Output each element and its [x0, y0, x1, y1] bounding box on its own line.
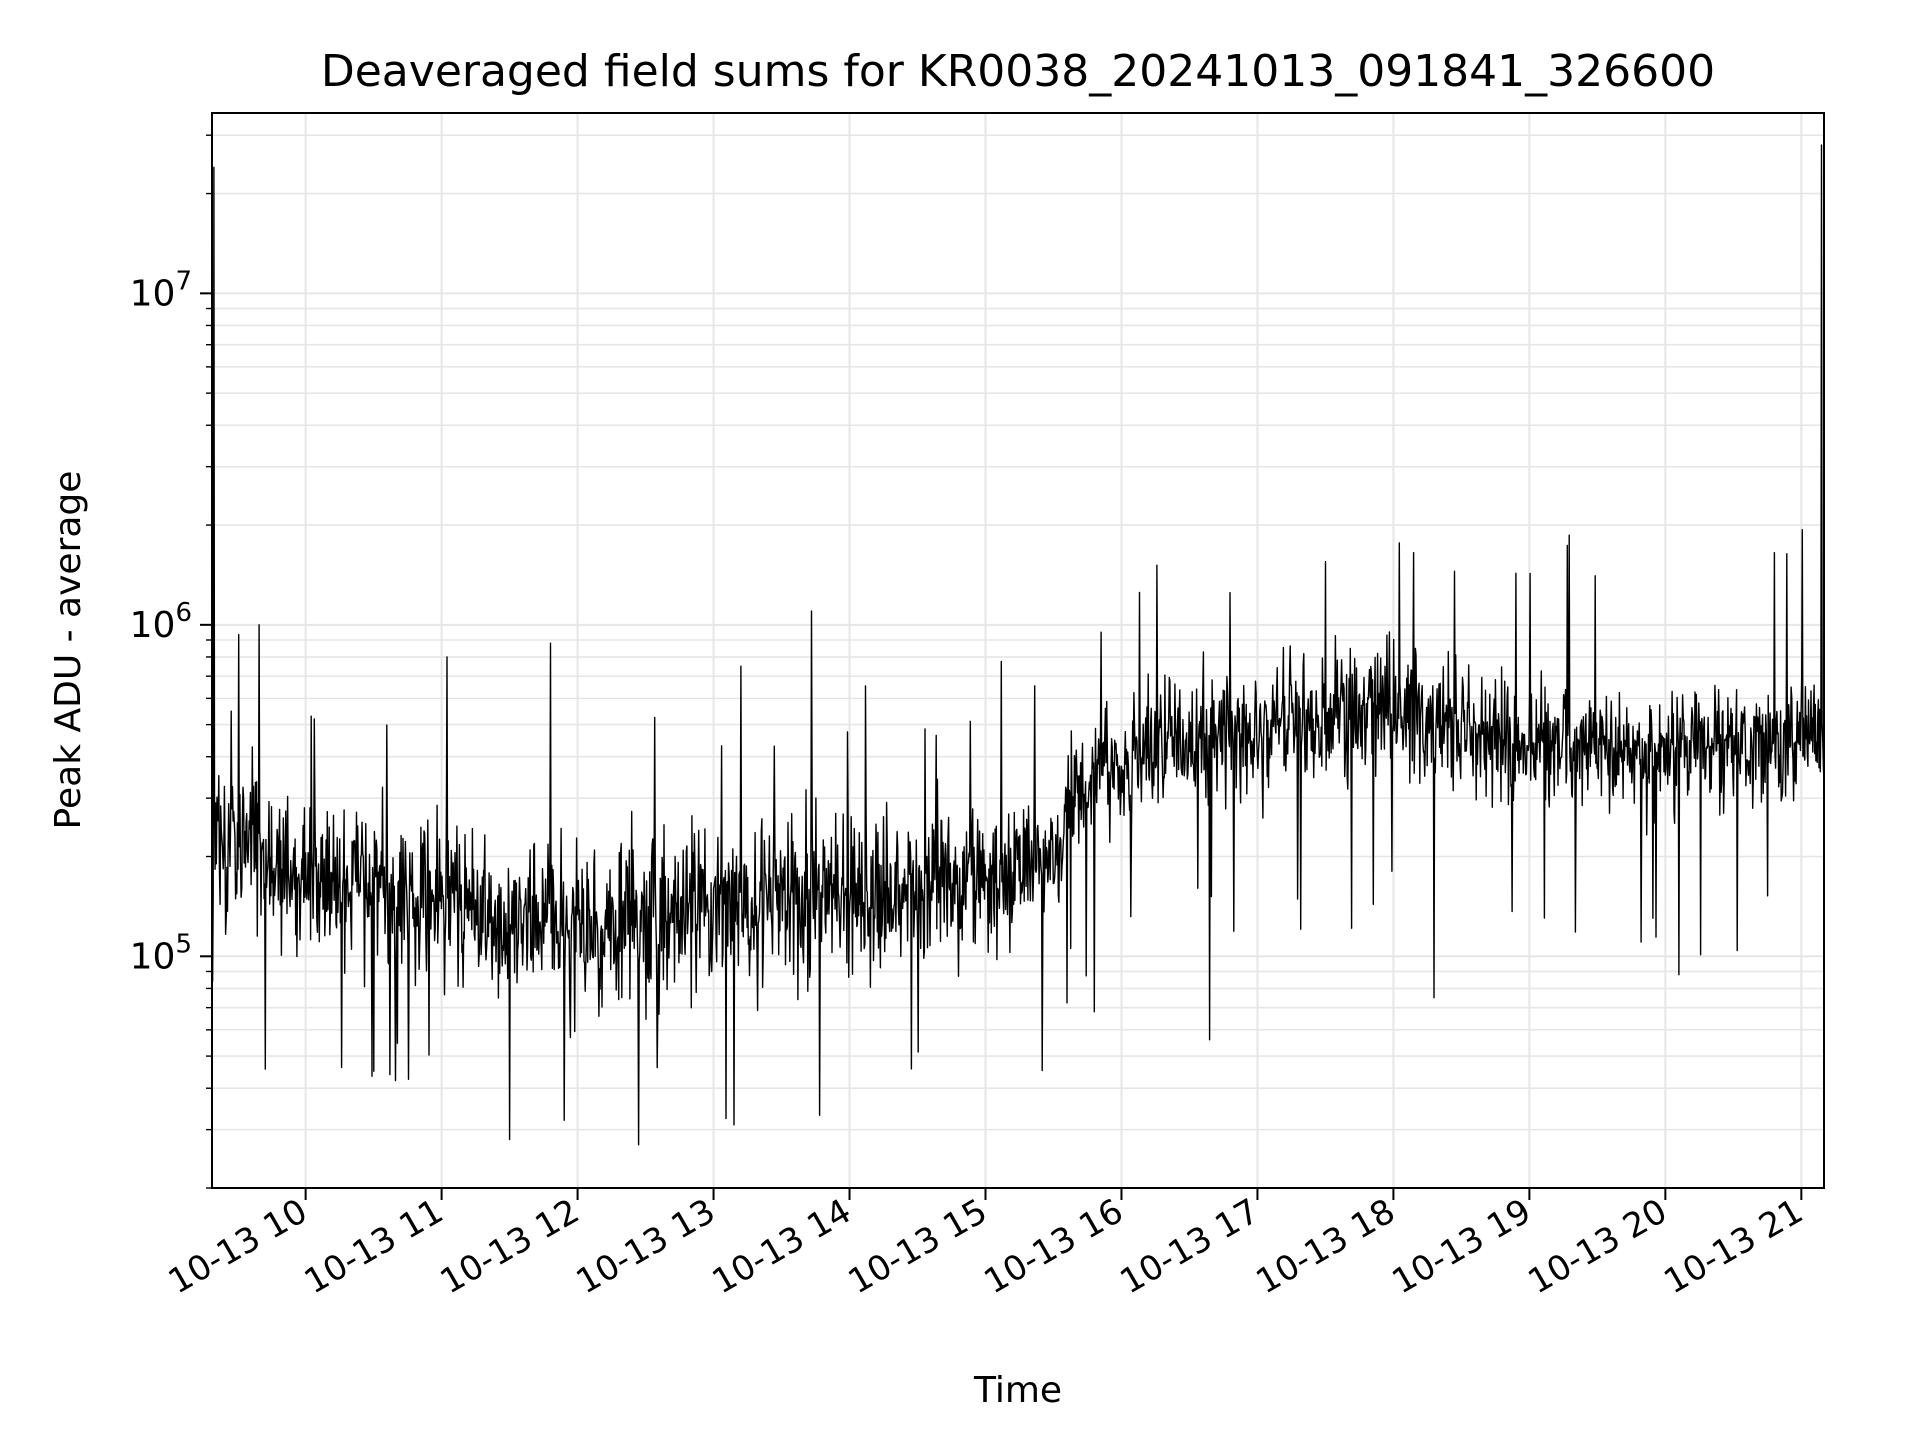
series-line	[211, 144, 1825, 1146]
y-tick-label: 107	[130, 266, 192, 314]
plot-frame	[211, 112, 1825, 1189]
y-tick-label: 106	[130, 598, 192, 646]
y-axis-label: Peak ADU - average	[48, 471, 89, 830]
series-path	[211, 144, 1825, 1146]
y-tick-label: 105	[130, 929, 192, 977]
x-axis-label: Time	[973, 1370, 1062, 1411]
chart-title: Deaveraged field sums for KR0038_2024101…	[321, 46, 1715, 97]
